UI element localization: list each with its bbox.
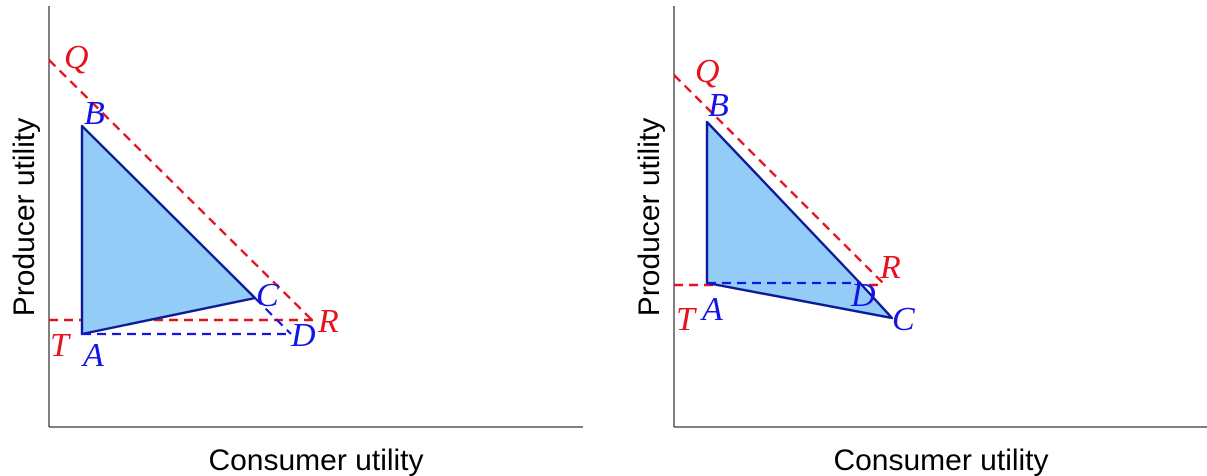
right-x-axis-label: Consumer utility (833, 444, 1048, 476)
left-label-C: C (256, 277, 279, 314)
right-label-C: C (892, 301, 915, 338)
left-feasible-region (80, 124, 257, 336)
right-feasible-region (705, 120, 894, 320)
left-label-Q: Q (64, 39, 89, 76)
right-label-Q: Q (695, 53, 720, 90)
left-x-axis-label: Consumer utility (208, 444, 423, 476)
left-label-A: A (81, 337, 104, 374)
left-red-line-QR (48, 59, 313, 321)
right-panel: Q R T B A C D Consumer utility Producer … (633, 6, 1207, 476)
left-label-D: D (290, 317, 316, 354)
right-y-axis-label: Producer utility (633, 118, 666, 316)
right-label-T: T (676, 301, 697, 338)
right-label-R: R (879, 249, 901, 286)
left-label-T: T (50, 327, 71, 364)
left-label-R: R (317, 303, 339, 340)
right-label-A: A (700, 291, 723, 328)
right-label-D: D (850, 277, 876, 314)
left-panel: Q R T B A C D Consumer utility Producer … (8, 6, 583, 476)
left-blue-dashed-CD (254, 297, 292, 335)
right-red-line-QR (673, 74, 884, 284)
left-label-B: B (84, 95, 105, 132)
left-y-axis-label: Producer utility (8, 118, 41, 316)
right-label-B: B (708, 87, 729, 124)
